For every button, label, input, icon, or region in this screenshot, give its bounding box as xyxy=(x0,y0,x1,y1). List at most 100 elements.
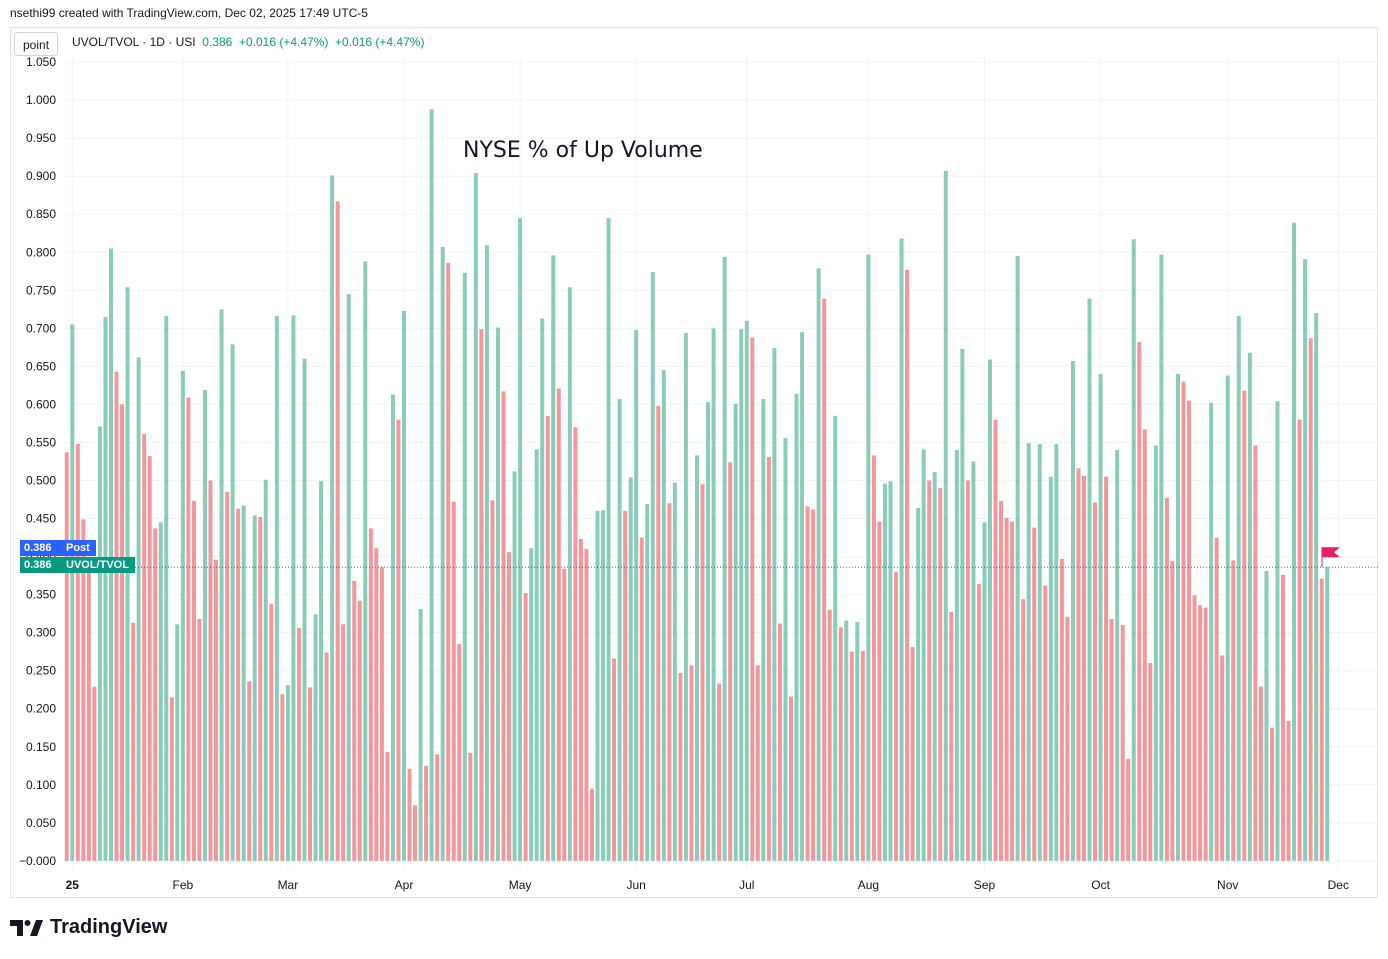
bar xyxy=(949,612,954,861)
bar xyxy=(556,388,561,861)
bar xyxy=(512,471,517,861)
series-change-post: +0.016 (+4.47%) xyxy=(335,35,425,49)
bar xyxy=(1065,616,1070,861)
bar xyxy=(274,316,279,861)
bar xyxy=(899,238,904,861)
bar xyxy=(114,371,119,861)
series-legend[interactable]: UVOL/TVOL · 1D · USI 0.386 +0.016 (+4.47… xyxy=(72,35,424,49)
bar xyxy=(1048,476,1053,861)
series-change: +0.016 (+4.47%) xyxy=(238,35,329,49)
y-tick-label: 0.750 xyxy=(26,283,56,297)
bar xyxy=(965,480,970,861)
bar xyxy=(1220,655,1225,861)
bar xyxy=(175,624,180,861)
bar xyxy=(1175,373,1180,861)
bar xyxy=(617,399,622,861)
bar xyxy=(1303,259,1308,861)
bar xyxy=(667,503,672,861)
bar xyxy=(689,665,694,861)
bar xyxy=(1142,429,1147,861)
bar xyxy=(639,537,644,861)
bar xyxy=(1253,445,1258,861)
bar xyxy=(164,316,169,861)
bar xyxy=(308,687,313,861)
bar xyxy=(805,506,810,861)
bar xyxy=(628,477,633,861)
bar xyxy=(849,651,854,861)
bar xyxy=(601,510,606,861)
bar xyxy=(623,510,628,861)
bar xyxy=(407,768,412,861)
cursor-mode-button[interactable]: point xyxy=(14,32,59,56)
bar xyxy=(1181,381,1186,861)
bar xyxy=(999,501,1004,861)
bar xyxy=(982,522,987,861)
bar xyxy=(844,620,849,861)
bar xyxy=(1297,419,1302,861)
bar xyxy=(1209,402,1214,861)
series-price-tag: 0.386 xyxy=(20,557,62,573)
y-tick-label: 0.900 xyxy=(26,169,56,183)
x-tick-label: Mar xyxy=(278,878,299,892)
bar xyxy=(634,329,639,861)
tradingview-logo[interactable]: TradingView xyxy=(10,916,167,939)
flag-marker xyxy=(1322,547,1340,558)
bar xyxy=(479,329,484,861)
y-tick-label: 0.150 xyxy=(26,740,56,754)
bar xyxy=(1308,338,1313,861)
bar xyxy=(755,665,760,861)
bar xyxy=(495,327,500,861)
bar xyxy=(540,318,545,861)
x-tick-label: Jun xyxy=(627,878,646,892)
bar xyxy=(1236,316,1241,861)
bar xyxy=(971,461,976,861)
bar xyxy=(589,788,594,861)
bar xyxy=(258,517,263,861)
bar xyxy=(390,394,395,861)
bar xyxy=(833,415,838,861)
bar xyxy=(1070,361,1075,861)
bar xyxy=(1281,574,1285,861)
bar xyxy=(595,510,600,861)
bar xyxy=(92,686,97,861)
bar xyxy=(147,456,152,861)
chart-frame xyxy=(10,27,1378,898)
bar xyxy=(1187,400,1192,861)
bar xyxy=(1203,607,1208,861)
bar xyxy=(860,650,865,861)
bar xyxy=(418,609,423,861)
bar xyxy=(1120,625,1125,861)
bar xyxy=(822,298,827,861)
bar xyxy=(142,434,147,861)
bar xyxy=(291,315,296,861)
bar xyxy=(214,559,219,861)
bar xyxy=(396,419,401,861)
y-tick-label: 0.850 xyxy=(26,207,56,221)
bar xyxy=(186,397,191,861)
bar xyxy=(374,548,379,861)
x-tick-label: Nov xyxy=(1217,878,1238,892)
bar xyxy=(363,261,368,861)
x-tick-label: Sep xyxy=(974,878,996,892)
bar xyxy=(296,628,301,861)
bar xyxy=(695,455,699,861)
bar xyxy=(70,324,75,861)
y-tick-label: 0.300 xyxy=(26,626,56,640)
bar xyxy=(1043,585,1048,861)
bar xyxy=(700,484,705,861)
tradingview-logo-icon xyxy=(10,919,43,936)
bar xyxy=(75,443,80,861)
y-tick-label: 1.000 xyxy=(26,93,56,107)
bar xyxy=(1015,256,1020,861)
bar xyxy=(938,488,943,861)
bar xyxy=(86,572,91,861)
bar xyxy=(1153,445,1158,861)
bar xyxy=(993,419,998,861)
bar xyxy=(1081,475,1086,861)
bar xyxy=(319,481,324,861)
bar xyxy=(81,519,86,861)
bar xyxy=(1037,443,1042,861)
bar xyxy=(440,246,445,861)
bar xyxy=(64,452,69,861)
